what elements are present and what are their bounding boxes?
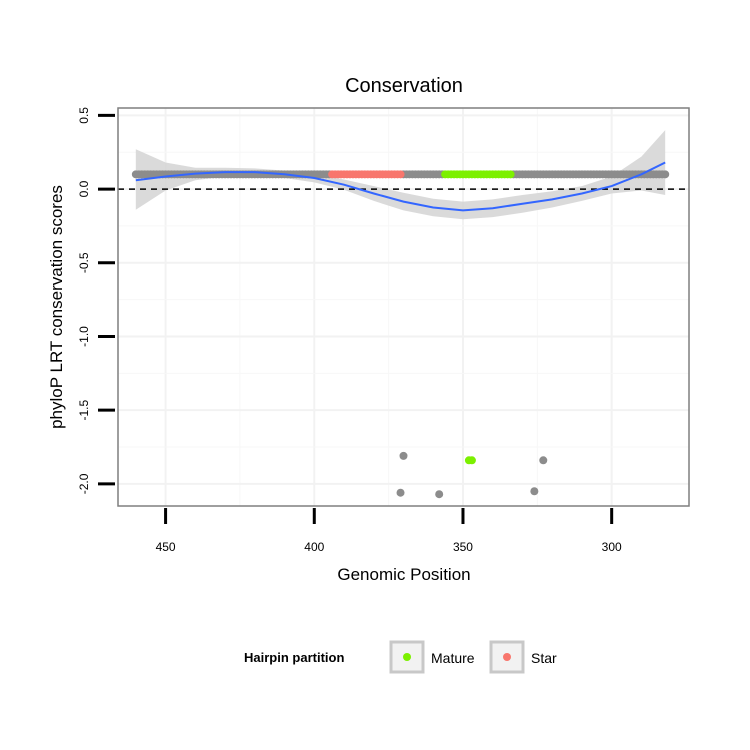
legend-title: Hairpin partition <box>244 650 344 665</box>
x-axis-label: Genomic Position <box>337 565 470 584</box>
x-tick-label: 350 <box>453 540 473 554</box>
outlier-point-mature <box>464 456 473 465</box>
y-tick-label: 0.0 <box>77 180 91 197</box>
outlier-point-other <box>435 490 444 499</box>
outlier-point-other <box>399 451 408 460</box>
y-tick-label: -2.0 <box>77 473 91 494</box>
legend: Hairpin partition Mature Star <box>244 640 557 674</box>
x-tick-label: 300 <box>602 540 622 554</box>
data-points <box>131 170 670 499</box>
confidence-band-area <box>135 130 666 220</box>
smooth-line-path <box>135 161 666 212</box>
legend-swatch-mature <box>403 653 411 661</box>
y-tick-label: 0.5 <box>77 107 91 124</box>
x-tick-label: 400 <box>304 540 324 554</box>
y-axis-label: phyloP LRT conservation scores <box>47 185 66 429</box>
point-other <box>661 170 670 179</box>
y-tick-label: -1.0 <box>77 326 91 347</box>
legend-label-star: Star <box>531 650 557 666</box>
smooth-trend-line <box>135 161 666 212</box>
legend-swatch-star <box>503 653 511 661</box>
point-mature <box>506 170 515 179</box>
y-axis-ticks: 0.5 0.0 -0.5 -1.0 -1.5 -2.0 <box>77 107 115 494</box>
outlier-point-other <box>539 456 548 465</box>
x-tick-label: 450 <box>156 540 176 554</box>
legend-label-mature: Mature <box>431 650 475 666</box>
point-star <box>396 170 405 179</box>
outlier-point-other <box>530 487 539 496</box>
x-axis-ticks: 450 400 350 300 <box>156 508 622 554</box>
y-tick-label: -1.5 <box>77 400 91 421</box>
y-tick-label: -0.5 <box>77 252 91 273</box>
chart-title: Conservation <box>345 75 463 97</box>
confidence-band <box>135 130 666 220</box>
outlier-point-other <box>396 488 405 497</box>
plot-panel-border <box>117 107 690 507</box>
